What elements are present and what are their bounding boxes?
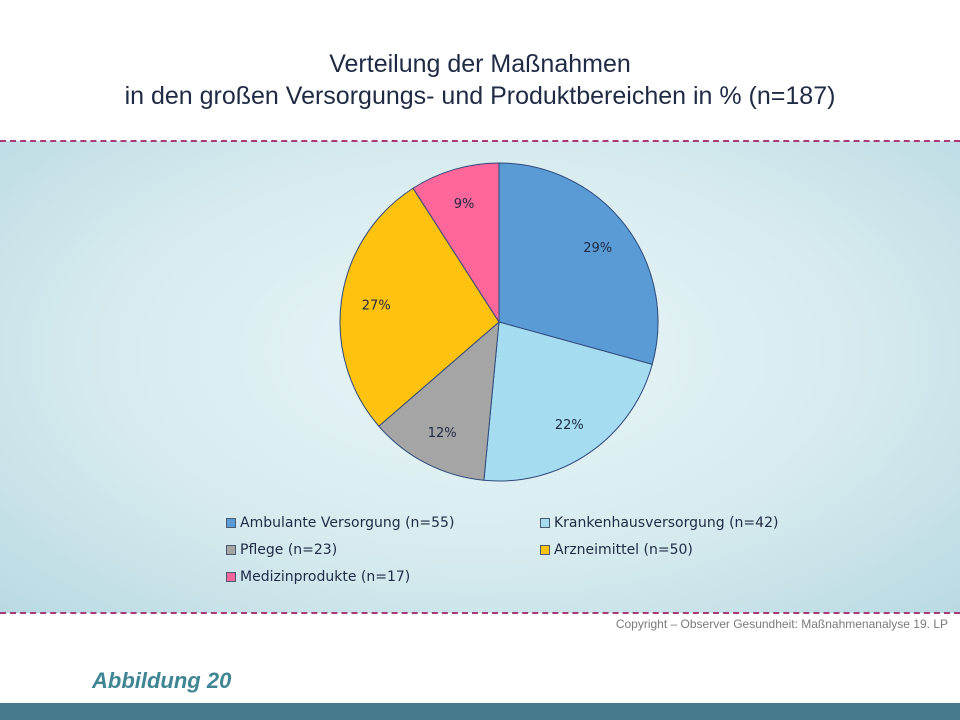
- dashed-divider-top: [0, 140, 960, 142]
- legend-label: Ambulante Versorgung (n=55): [240, 515, 455, 531]
- legend-swatch: [540, 518, 550, 528]
- pie-slice-arzneimittel: [339, 187, 500, 427]
- footer-bar: [0, 703, 960, 720]
- dashed-divider-bottom: [0, 612, 960, 614]
- legend-swatch: [226, 572, 236, 582]
- legend-label: Medizinprodukte (n=17): [240, 569, 411, 585]
- pie-slice-label-arzneimittel: 27%: [362, 298, 391, 313]
- legend-item-ambulante-versorgung: Ambulante Versorgung (n=55): [226, 515, 454, 531]
- pie-slice-label-medizinprodukte: 9%: [454, 197, 475, 212]
- pie-slice-medizinprodukte: [412, 162, 500, 324]
- pie-slice-pflege: [378, 320, 500, 481]
- legend-swatch: [226, 518, 236, 528]
- pie-slice-ambulante-versorgung: [498, 162, 659, 365]
- legend-item-pflege: Pflege (n=23): [226, 542, 337, 558]
- figure-label: Abbildung 20: [92, 668, 232, 693]
- legend-swatch: [540, 545, 550, 555]
- legend-item-medizinprodukte: Medizinprodukte (n=17): [226, 569, 410, 585]
- chart-title-line-1: Verteilung der Maßnahmen: [329, 50, 631, 78]
- legend-item-arzneimittel: Arzneimittel (n=50): [540, 542, 693, 558]
- pie-slice-label-krankenhausversorgung: 22%: [555, 418, 584, 433]
- legend-label: Pflege (n=23): [240, 542, 338, 558]
- pie-slice-label-pflege: 12%: [428, 426, 457, 441]
- pie-slice-label-ambulante-versorgung: 29%: [583, 241, 612, 256]
- pie-chart: 29% 22% 12% 27% 9%: [339, 162, 659, 482]
- legend-swatch: [226, 545, 236, 555]
- copyright-note: Copyright – Observer Gesundheit: Maßnahm…: [615, 617, 948, 631]
- chart-title-line-2: in den großen Versorgungs- und Produktbe…: [124, 82, 836, 110]
- legend-label: Krankenhausversorgung (n=42): [554, 515, 779, 531]
- legend-item-krankenhausversorgung: Krankenhausversorgung (n=42): [540, 515, 778, 531]
- chart-title: Verteilung der Maßnahmen in den großen V…: [0, 48, 960, 112]
- pie-slice-krankenhausversorgung: [483, 321, 653, 482]
- legend-label: Arzneimittel (n=50): [554, 542, 693, 558]
